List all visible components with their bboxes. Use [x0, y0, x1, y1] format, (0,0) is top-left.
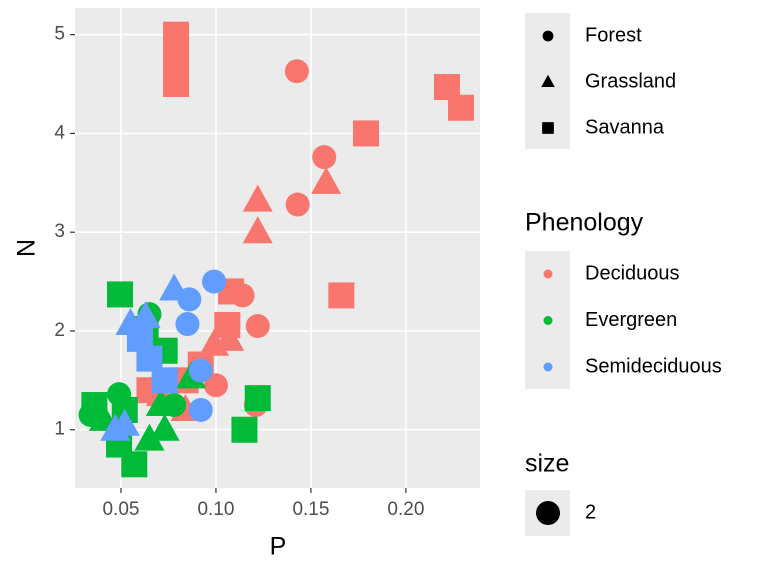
point — [231, 416, 258, 443]
point — [242, 184, 273, 212]
point — [163, 21, 190, 48]
x-tick-label: 0.05 — [102, 499, 139, 520]
point — [242, 216, 273, 244]
point — [541, 74, 555, 87]
legend-swatch — [543, 316, 553, 325]
legend-label: Evergreen — [585, 309, 677, 331]
legend: Forest Grassland Savanna Phenology Deciduous… — [525, 13, 722, 536]
point — [145, 389, 176, 417]
y-tick-label: 2 — [54, 320, 65, 341]
point — [245, 314, 270, 339]
legend-label: 2 — [585, 501, 596, 523]
grid — [75, 8, 480, 488]
point — [542, 122, 554, 134]
panel — [75, 8, 480, 488]
legend-label: Grassland — [585, 70, 676, 92]
point — [136, 345, 163, 372]
point — [188, 358, 213, 383]
point — [130, 301, 161, 329]
y-axis-title: N — [13, 239, 41, 257]
point — [284, 59, 309, 84]
point — [244, 385, 271, 412]
point — [175, 312, 200, 337]
point — [285, 192, 310, 217]
point — [199, 328, 230, 356]
point — [151, 367, 178, 394]
axes: 0.05 0.10 0.15 0.20 1 2 3 4 5 — [54, 24, 424, 520]
point — [109, 408, 140, 436]
legend-title: Phenology — [525, 209, 644, 237]
legend-size-swatch — [536, 501, 560, 525]
point — [163, 71, 190, 98]
legend-label: Forest — [585, 24, 642, 46]
point — [353, 120, 380, 147]
point — [134, 423, 165, 451]
point — [542, 30, 554, 42]
legend-swatch — [543, 269, 553, 279]
x-axis-title: P — [270, 533, 287, 561]
point — [163, 46, 190, 73]
point — [448, 94, 475, 121]
x-tick-label: 0.15 — [292, 499, 329, 520]
points — [78, 21, 475, 478]
point — [107, 281, 134, 308]
y-tick-label: 3 — [54, 221, 65, 242]
legend-label: Semideciduous — [585, 355, 722, 377]
point — [202, 269, 227, 294]
legend-label: Savanna — [585, 116, 665, 138]
x-tick-label: 0.10 — [197, 499, 234, 520]
point — [149, 413, 180, 441]
point — [328, 282, 355, 309]
legend-title: size — [525, 450, 569, 478]
point — [188, 397, 213, 422]
point — [177, 287, 202, 312]
point — [121, 451, 148, 478]
point — [312, 145, 337, 170]
y-tick-label: 4 — [54, 122, 65, 143]
point — [203, 373, 228, 398]
point — [311, 166, 342, 194]
y-tick-label: 5 — [54, 24, 65, 45]
legend-label: Deciduous — [585, 262, 680, 284]
x-tick-label: 0.20 — [387, 499, 424, 520]
legend-swatch — [543, 362, 553, 372]
y-tick-label: 1 — [54, 419, 65, 440]
point — [230, 283, 255, 308]
